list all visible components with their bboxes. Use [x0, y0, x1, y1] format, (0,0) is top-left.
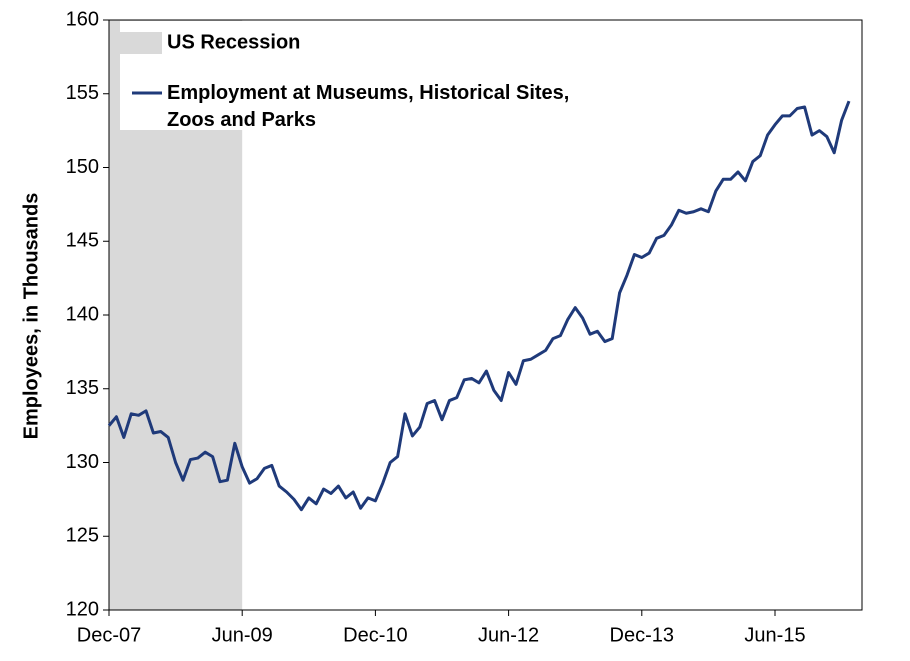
y-tick-label: 130	[66, 451, 99, 473]
x-tick-label: Dec-13	[610, 624, 674, 646]
x-tick-label: Dec-10	[343, 624, 407, 646]
legend-label: US Recession	[167, 31, 300, 53]
x-tick-label: Dec-07	[77, 624, 141, 646]
legend-swatch	[120, 32, 162, 54]
y-tick-label: 150	[66, 156, 99, 178]
legend-label: Employment at Museums, Historical Sites,…	[167, 82, 570, 131]
x-tick-label: Jun-09	[212, 624, 273, 646]
y-axis-label: Employees, in Thousands	[20, 193, 42, 440]
y-tick-label: 145	[66, 230, 99, 252]
x-tick-label: Jun-15	[744, 624, 805, 646]
y-tick-label: 125	[66, 525, 99, 547]
line	[107, 100, 851, 512]
x-tick-label: Jun-12	[478, 624, 539, 646]
y-tick-label: 120	[66, 598, 99, 620]
y-tick-label: 135	[66, 377, 99, 399]
y-tick-label: 155	[66, 82, 99, 104]
y-tick-label: 140	[66, 303, 99, 325]
legend-box	[120, 21, 590, 130]
plot-frame	[108, 19, 863, 611]
y-tick-label: 160	[66, 8, 99, 30]
